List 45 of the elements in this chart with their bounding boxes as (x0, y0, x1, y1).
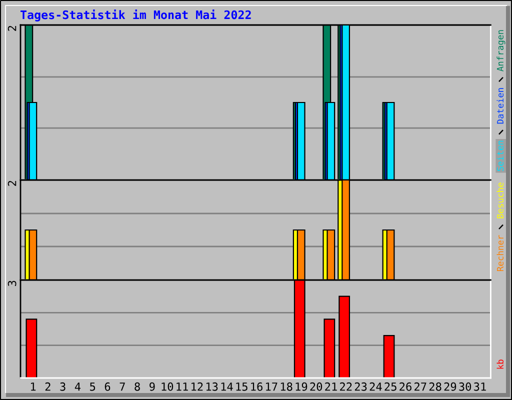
x-tick-label: 8 (134, 382, 140, 391)
x-tick-label: 24 (370, 382, 382, 391)
x-tick-label: 19 (296, 382, 308, 391)
x-tick-label: 23 (354, 382, 367, 391)
x-tick-label: 13 (206, 382, 218, 391)
x-tick-label: 3 (60, 382, 66, 391)
x-tick-label: 6 (104, 382, 110, 391)
text: Rechner (496, 235, 504, 272)
x-tick-label: 30 (459, 382, 472, 391)
x-tick-label: 27 (414, 382, 426, 391)
x-tick-label: 26 (400, 382, 412, 391)
x-tick-label: 25 (384, 382, 396, 391)
y-tick-label: 2 (8, 180, 16, 186)
bar (338, 296, 350, 378)
legend-label: Seiten (496, 140, 504, 172)
y-tick-label: 3 (8, 280, 16, 286)
text: kb (496, 360, 504, 369)
x-tick-label: 21 (325, 382, 337, 391)
bar (324, 318, 336, 378)
x-tick-label: 1 (31, 382, 36, 391)
x-tick-label: 22 (340, 382, 352, 391)
text: Anfragen (496, 30, 506, 72)
x-tick-label: 15 (236, 382, 248, 391)
x-tick-label: 9 (150, 382, 155, 391)
x-tick-label: 11 (176, 382, 188, 391)
x-tick-label: 2 (45, 382, 50, 391)
legend-label: Dateien (496, 88, 504, 124)
x-tick-label: 31 (474, 382, 486, 391)
x-tick-label: 12 (192, 382, 203, 391)
x-tick-label: 20 (310, 382, 322, 391)
x-tick-label: 17 (266, 382, 278, 391)
bar (383, 334, 395, 378)
x-tick-label: 28 (429, 382, 442, 391)
text: Besuche (496, 182, 504, 218)
chart-title: Tages-Statistik im Monat Mai 2022 (20, 10, 251, 22)
x-tick-label: 5 (90, 382, 96, 391)
x-tick-label: 29 (444, 382, 456, 391)
x-tick-label: 16 (251, 382, 262, 391)
bar (26, 318, 38, 378)
x-tick-label: 18 (280, 382, 292, 391)
y-tick-label: 2 (8, 26, 16, 31)
x-tick-label: 4 (74, 382, 81, 391)
x-tick-label: 10 (162, 382, 174, 391)
x-tick-label: 7 (120, 382, 125, 391)
x-tick-label: 14 (221, 382, 233, 391)
